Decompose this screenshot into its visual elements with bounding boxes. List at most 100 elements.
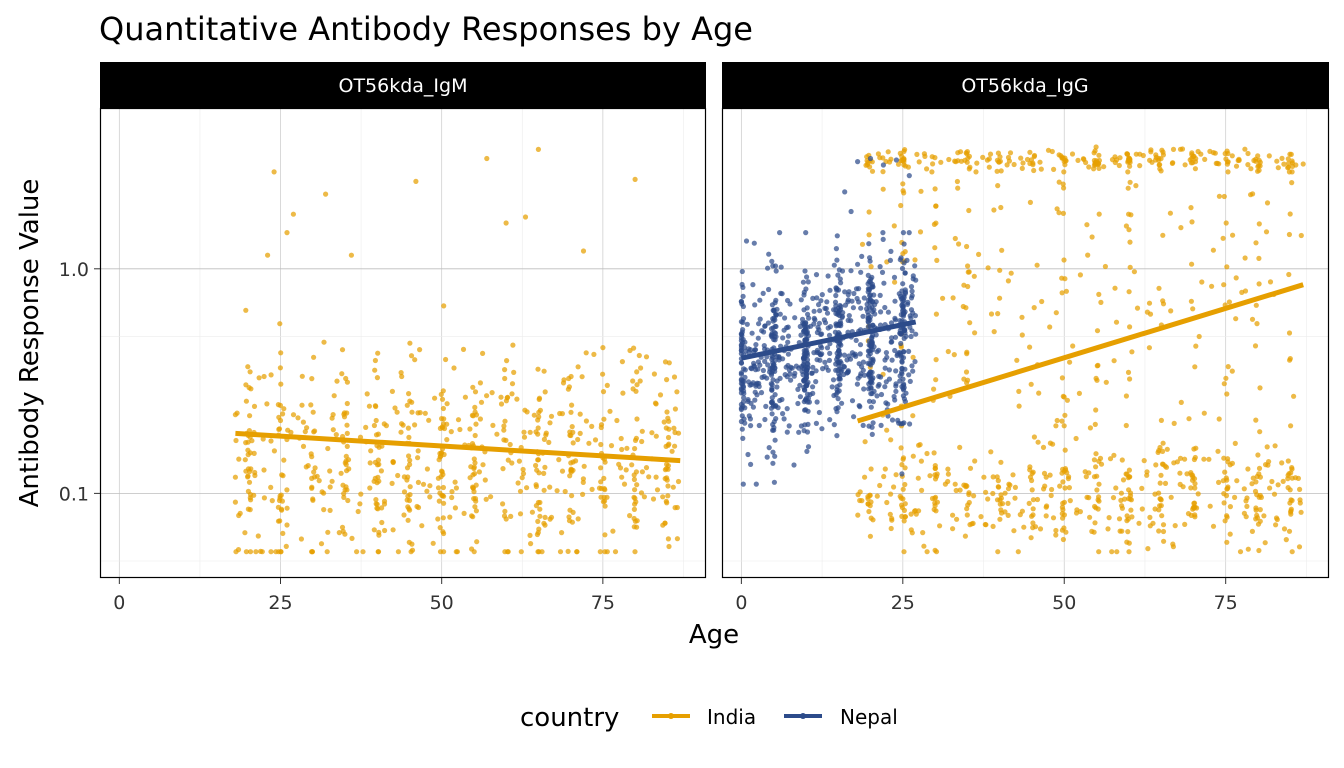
data-point-india xyxy=(1060,181,1066,187)
data-point-nepal xyxy=(805,364,811,370)
data-point-india xyxy=(1252,343,1259,349)
data-point-nepal xyxy=(907,378,913,384)
data-point-nepal xyxy=(767,369,773,375)
data-point-nepal xyxy=(806,399,813,405)
data-point-india xyxy=(408,353,415,359)
data-point-nepal xyxy=(774,384,780,390)
data-point-nepal xyxy=(850,305,857,311)
data-point-india xyxy=(636,352,642,359)
data-point-india xyxy=(1125,169,1131,175)
data-point-india xyxy=(1242,146,1248,152)
data-point-india xyxy=(398,429,404,435)
data-point-nepal xyxy=(739,301,745,307)
data-point-india xyxy=(477,416,483,422)
data-point-india xyxy=(1136,520,1142,526)
data-point-nepal xyxy=(755,359,762,365)
data-point-india xyxy=(368,448,374,454)
data-point-nepal xyxy=(817,308,823,314)
data-point-india xyxy=(918,188,924,194)
data-point-nepal xyxy=(886,376,893,382)
data-point-nepal xyxy=(882,384,888,390)
data-point-india xyxy=(299,402,305,408)
data-point-india xyxy=(1232,440,1238,446)
data-point-nepal xyxy=(805,444,812,450)
data-point-india xyxy=(557,549,564,555)
data-point-nepal xyxy=(782,315,788,321)
data-point-india xyxy=(1049,486,1055,493)
data-point-india xyxy=(1049,148,1055,155)
data-point-nepal xyxy=(860,359,867,365)
data-point-india xyxy=(437,525,443,531)
data-point-india xyxy=(447,514,453,520)
data-point-nepal xyxy=(872,302,878,308)
data-point-india xyxy=(1291,393,1297,399)
data-point-india xyxy=(1225,150,1231,157)
data-point-india xyxy=(247,491,254,498)
data-point-india xyxy=(1126,227,1132,233)
data-point-nepal xyxy=(827,324,834,330)
data-point-nepal xyxy=(835,272,841,278)
data-point-india xyxy=(412,422,418,428)
data-point-india xyxy=(862,474,868,480)
data-point-india xyxy=(469,513,475,519)
data-point-nepal xyxy=(822,320,829,326)
data-point-nepal xyxy=(833,246,840,252)
data-point-nepal xyxy=(869,380,875,386)
data-point-india xyxy=(1221,455,1227,461)
data-point-india xyxy=(1118,490,1124,496)
data-point-india xyxy=(1127,239,1133,245)
data-point-india xyxy=(999,501,1006,507)
data-point-india xyxy=(245,452,251,458)
data-point-nepal xyxy=(738,377,745,383)
data-point-india xyxy=(1034,262,1040,268)
data-point-nepal xyxy=(770,377,776,383)
data-point-nepal xyxy=(779,291,785,297)
data-point-india xyxy=(1286,330,1293,336)
data-point-india xyxy=(1287,211,1293,217)
data-point-india xyxy=(1250,475,1256,481)
data-point-india xyxy=(1059,470,1065,476)
data-point-india xyxy=(1180,484,1186,490)
data-point-india xyxy=(1061,257,1067,263)
data-point-india xyxy=(639,428,645,434)
data-point-india xyxy=(331,393,337,399)
data-point-nepal xyxy=(740,383,746,389)
data-point-nepal xyxy=(804,305,810,311)
data-point-india xyxy=(885,149,891,155)
data-point-india xyxy=(269,498,275,504)
data-point-nepal xyxy=(816,409,823,416)
data-point-india xyxy=(1264,200,1271,206)
data-point-india xyxy=(910,354,916,360)
data-point-india xyxy=(604,382,610,388)
data-point-india xyxy=(535,366,541,372)
data-point-india xyxy=(247,549,254,555)
data-point-india xyxy=(1067,498,1073,504)
data-point-india xyxy=(1274,158,1280,164)
data-point-india xyxy=(1177,146,1184,152)
data-point-india xyxy=(503,516,509,522)
data-point-india xyxy=(554,488,560,494)
data-point-india xyxy=(537,513,543,519)
data-point-india xyxy=(281,457,287,463)
data-point-nepal xyxy=(857,404,863,410)
data-point-india xyxy=(1285,458,1291,464)
data-point-india xyxy=(233,437,239,444)
legend-label-india: India xyxy=(707,705,756,729)
data-point-india xyxy=(1224,513,1230,519)
data-point-nepal xyxy=(803,230,809,236)
legend-label-nepal: Nepal xyxy=(840,705,898,729)
data-point-india xyxy=(901,190,907,196)
data-point-india xyxy=(1089,528,1095,535)
data-point-india xyxy=(1193,343,1199,349)
data-point-india xyxy=(1035,439,1041,445)
data-point-nepal xyxy=(769,302,776,308)
data-point-india xyxy=(472,404,478,410)
data-point-india xyxy=(880,155,886,161)
data-point-nepal xyxy=(738,347,745,354)
data-point-india xyxy=(535,457,542,463)
data-point-nepal xyxy=(900,303,906,309)
data-point-nepal xyxy=(789,365,795,371)
data-point-india xyxy=(933,508,939,514)
data-point-nepal xyxy=(796,429,802,435)
data-point-india xyxy=(280,411,286,417)
